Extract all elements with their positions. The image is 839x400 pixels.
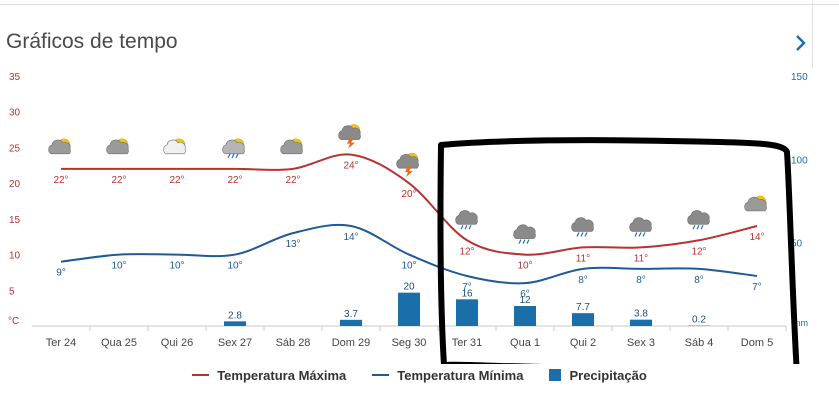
cloud-rain-icon — [571, 217, 594, 237]
temp-max-line — [61, 153, 758, 256]
temp-min-label-ter-31: 7° — [462, 282, 472, 293]
temp-min-label-dom-29: 14° — [343, 232, 358, 243]
y-left-tick-15: 15 — [9, 215, 21, 226]
x-tick-label-sex-27: Sex 27 — [218, 337, 252, 349]
x-tick-label-qua-1: Qua 1 — [510, 337, 540, 349]
temp-max-label-dom-5: 14° — [749, 232, 764, 243]
x-tick-label-ter-24: Ter 24 — [46, 337, 77, 349]
top-rule — [0, 0, 839, 5]
x-tick-label-sex-3: Sex 3 — [627, 337, 655, 349]
sun-rain-icon — [222, 138, 245, 159]
temp-max-label-sex-27: 22° — [227, 175, 242, 186]
temp-min-label-qui-26: 10° — [169, 261, 184, 272]
y-right-tick-50: 50 — [791, 239, 803, 250]
x-tick-label-qui-26: Qui 26 — [161, 337, 193, 349]
legend-item-min[interactable]: Temperatura Mínima — [372, 368, 523, 383]
partly-sunny-icon — [163, 138, 186, 155]
temp-max-label-qui-26: 22° — [169, 175, 184, 186]
temp-min-label-sex-3: 8° — [636, 275, 646, 286]
x-tick-label-qui-2: Qui 2 — [570, 337, 596, 349]
partly-cloudy-icon — [106, 138, 129, 155]
precip-bar-qui-2 — [572, 313, 594, 326]
y-left-tick-25: 25 — [9, 143, 21, 154]
temp-max-label-sex-3: 11° — [634, 253, 648, 264]
x-tick-label-s-b-4: Sáb 4 — [685, 337, 714, 349]
precip-label-ter-31: 16 — [461, 288, 473, 299]
temp-max-label-s-b-28: 22° — [285, 175, 300, 186]
temp-min-label-qui-2: 8° — [578, 275, 588, 286]
temp-max-label-s-b-4: 12° — [691, 246, 706, 257]
legend-swatch-precip — [549, 369, 562, 381]
legend-item-precip[interactable]: Precipitação — [549, 367, 647, 383]
right-rule — [812, 0, 813, 68]
precip-label-qui-2: 7.7 — [576, 302, 590, 313]
temp-max-label-seg-30: 20° — [401, 189, 416, 200]
y-left-unit: °C — [8, 316, 19, 327]
temp-min-label-s-b-4: 8° — [694, 275, 704, 286]
precip-label-qua-1: 12 — [519, 295, 531, 306]
x-tick-label-seg-30: Seg 30 — [392, 337, 427, 349]
legend-swatch-max — [192, 374, 210, 376]
highlight-frame — [437, 137, 800, 364]
temp-min-label-seg-30: 10° — [401, 261, 416, 272]
temp-min-label-qua-25: 10° — [111, 261, 126, 272]
temp-min-label-s-b-28: 13° — [285, 239, 300, 250]
temp-min-label-sex-27: 10° — [227, 261, 242, 272]
storm-sun-icon — [338, 124, 361, 149]
cloud-rain-icon — [455, 210, 478, 230]
temp-max-label-dom-29: 24° — [343, 161, 358, 172]
precip-label-sex-27: 2.8 — [228, 310, 242, 321]
temp-max-label-qua-1: 10° — [517, 261, 532, 272]
legend-label-precip: Precipitação — [569, 367, 647, 383]
precip-label-sex-3: 3.8 — [634, 309, 648, 320]
y-right-tick-100: 100 — [791, 155, 808, 166]
partly-cloudy-icon — [48, 138, 71, 155]
x-tick-label-ter-31: Ter 31 — [452, 337, 483, 349]
temp-min-label-ter-24: 9° — [56, 268, 66, 279]
precip-bar-sex-3 — [630, 319, 652, 326]
cloud-rain-icon — [687, 210, 710, 230]
y-left-tick-10: 10 — [9, 251, 21, 262]
temp-max-label-qua-25: 22° — [111, 175, 126, 186]
storm-sun-icon — [396, 152, 419, 178]
y-left-tick-35: 35 — [9, 72, 21, 83]
temp-min-label-qua-1: 6° — [520, 289, 530, 300]
x-tick-label-s-b-28: Sáb 28 — [276, 337, 311, 349]
y-right-tick-150: 150 — [791, 72, 808, 83]
temp-max-label-ter-31: 12° — [459, 246, 474, 257]
y-left-tick-20: 20 — [9, 179, 21, 190]
legend-item-max[interactable]: Temperatura Máxima — [192, 368, 346, 383]
legend: Temperatura Máxima Temperatura Mínima Pr… — [0, 364, 839, 386]
cloud-rain-icon — [513, 224, 536, 244]
precip-bar-dom-29 — [340, 319, 362, 326]
precip-bar-qua-1 — [514, 306, 536, 326]
precip-bar-ter-31 — [456, 299, 478, 326]
partly-cloudy-icon — [280, 138, 303, 155]
legend-label-min: Temperatura Mínima — [397, 367, 524, 383]
chevron-right-icon[interactable] — [792, 32, 810, 54]
precip-label-seg-30: 20 — [403, 282, 415, 293]
temp-max-label-qui-2: 11° — [576, 253, 590, 264]
weather-chart: 5 10 15 20 25 30 35 °C 50 100 150 mm Ter 24 Qua 25 Qui… — [8, 72, 808, 364]
partly-cloudy-icon — [744, 195, 767, 212]
x-tick-label-dom-5: Dom 5 — [741, 337, 773, 349]
x-tick-label-dom-29: Dom 29 — [332, 337, 371, 349]
temp-min-line — [60, 223, 758, 285]
precip-label-dom-29: 3.7 — [344, 309, 358, 320]
legend-label-max: Temperatura Máxima — [217, 367, 347, 383]
cloud-rain-icon — [629, 217, 652, 237]
y-left-tick-30: 30 — [9, 108, 21, 119]
x-tick-label-qua-25: Qua 25 — [101, 337, 137, 349]
y-right-unit: mm — [793, 318, 808, 328]
legend-swatch-min — [372, 374, 390, 376]
temp-max-label-ter-24: 22° — [53, 175, 68, 186]
y-left-tick-5: 5 — [9, 286, 15, 297]
page-title: Gráficos de tempo — [6, 30, 178, 53]
precip-bar-sex-27 — [224, 321, 246, 326]
precip-label-s-b-4: 0.2 — [692, 315, 706, 326]
precip-bar-seg-30 — [398, 292, 420, 326]
temp-min-label-dom-5: 7° — [752, 282, 762, 293]
